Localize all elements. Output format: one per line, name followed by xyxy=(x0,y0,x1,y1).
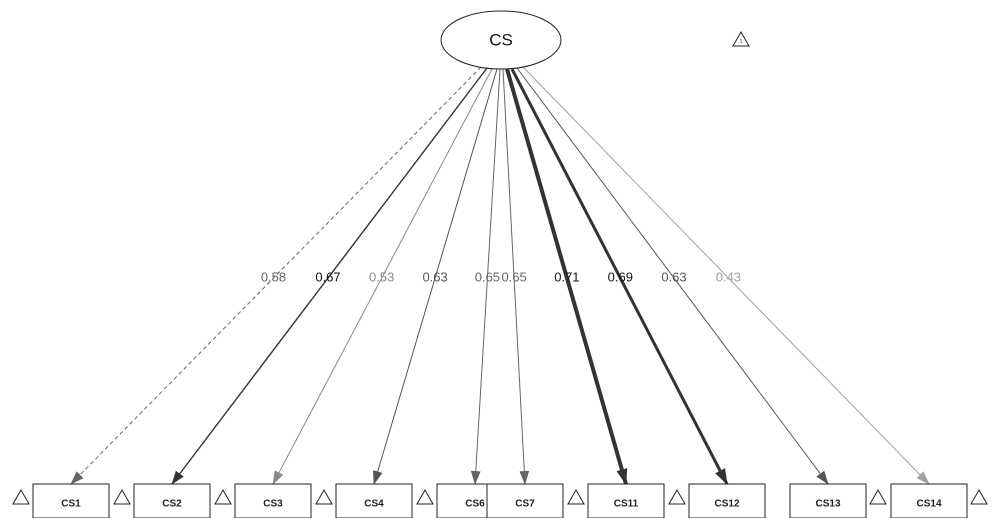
loading-label-cs7: 0.65 xyxy=(501,269,526,284)
residual-triangle-8 xyxy=(869,488,887,505)
residual-triangle-7 xyxy=(668,488,686,505)
loading-label-cs2: 0.67 xyxy=(315,269,340,284)
indicator-box-cs14 xyxy=(890,483,968,518)
indicator-label-cs12: CS12 xyxy=(714,499,739,510)
edge-cs2 xyxy=(171,67,488,485)
edge-cs6 xyxy=(470,68,501,485)
indicator-boxes: CS1 CS2 CS3 CS4 CS6 CS7 CS11 CS12 CS13 CS14 xyxy=(12,483,988,518)
indicator-label-cs6: CS6 xyxy=(465,499,485,510)
indicator-label-cs13: CS13 xyxy=(815,499,840,510)
indicator-box-cs2 xyxy=(133,483,211,518)
loading-label-cs4: 0.63 xyxy=(422,269,447,284)
indicator-label-cs11: CS11 xyxy=(614,499,639,510)
loading-labels: 0.58 0.67 0.53 0.63 0.65 0.65 0.71 0.69 0.63 0.43 xyxy=(261,269,741,284)
edge-cs7 xyxy=(502,68,530,485)
edge-cs3 xyxy=(272,68,493,485)
indicator-box-cs7 xyxy=(486,483,564,518)
indicator-label-cs1: CS1 xyxy=(61,499,81,510)
residual-triangle-2 xyxy=(113,488,131,505)
latent-variance-mark: 1 xyxy=(740,39,743,45)
indicator-label-cs4: CS4 xyxy=(364,499,384,510)
latent-label: CS xyxy=(489,30,513,49)
loading-label-cs13: 0.63 xyxy=(661,269,686,284)
indicator-label-cs14: CS14 xyxy=(916,499,941,510)
residual-triangle-5 xyxy=(416,488,434,505)
edge-cs13 xyxy=(516,67,829,485)
residual-triangle-1 xyxy=(12,488,30,505)
loading-edges xyxy=(70,66,930,485)
latent-node: CS 1 xyxy=(440,10,750,70)
residual-triangle-9 xyxy=(970,488,988,505)
edge-cs11 xyxy=(505,68,628,485)
indicator-box-cs11 xyxy=(587,483,665,518)
indicator-label-cs7: CS7 xyxy=(515,499,535,510)
loading-label-cs14: 0.43 xyxy=(716,269,741,284)
edge-cs14 xyxy=(522,66,930,485)
indicator-box-cs3 xyxy=(234,483,312,518)
loading-label-cs11: 0.71 xyxy=(554,269,579,284)
indicator-label-cs2: CS2 xyxy=(162,499,182,510)
residual-triangle-6 xyxy=(567,488,585,505)
edge-cs4 xyxy=(372,68,498,485)
indicator-box-cs13 xyxy=(789,483,867,518)
edge-cs12 xyxy=(510,68,729,485)
indicator-box-cs12 xyxy=(688,483,766,518)
indicator-label-cs3: CS3 xyxy=(263,499,283,510)
latent-ellipse xyxy=(440,10,562,70)
residual-triangle-3 xyxy=(214,488,232,505)
loading-label-cs6: 0.65 xyxy=(475,269,500,284)
residual-triangle-4 xyxy=(315,488,333,505)
loading-label-cs12: 0.69 xyxy=(608,269,633,284)
indicator-box-cs4 xyxy=(335,483,413,518)
indicator-box-cs1 xyxy=(32,483,110,518)
latent-variance-triangle xyxy=(732,30,750,47)
loading-label-cs1: 0.58 xyxy=(261,269,286,284)
loading-label-cs3: 0.53 xyxy=(369,269,394,284)
